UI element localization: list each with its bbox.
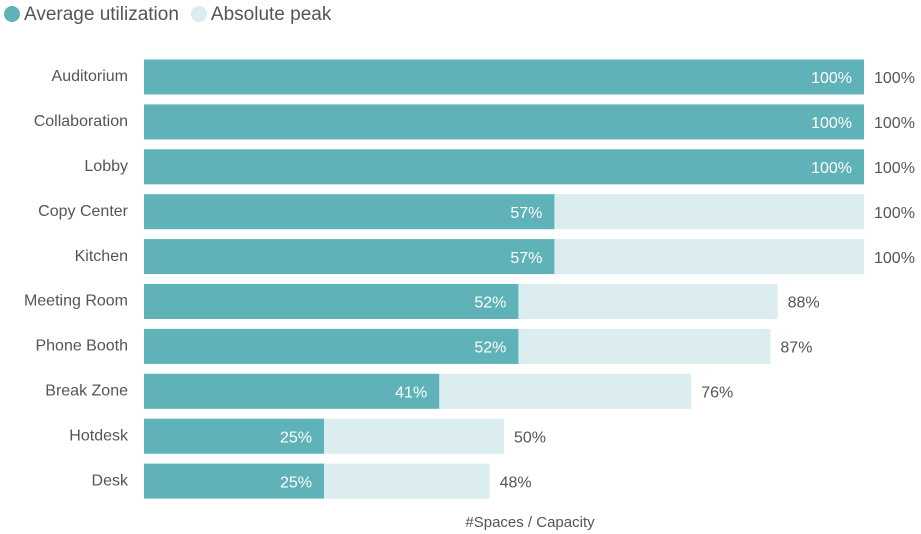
legend-swatch	[4, 6, 20, 22]
data-label: 100%	[811, 115, 852, 132]
data-label: 25%	[280, 429, 312, 446]
legend-label: Average utilization	[24, 4, 179, 25]
category-label: Phone Booth	[35, 338, 128, 355]
bar	[144, 194, 555, 230]
data-label: 88%	[788, 295, 820, 312]
bar	[144, 149, 864, 185]
data-label: 100%	[874, 205, 915, 222]
category-label: Lobby	[84, 158, 128, 175]
category-label: Meeting Room	[24, 293, 128, 310]
data-label: 57%	[510, 250, 542, 267]
category-label: Break Zone	[45, 383, 128, 400]
category-label: Hotdesk	[69, 427, 129, 444]
data-label: 57%	[510, 205, 542, 222]
data-label: 25%	[280, 474, 312, 491]
data-label: 41%	[395, 385, 427, 402]
data-label: 48%	[500, 474, 532, 491]
data-label: 100%	[874, 250, 915, 267]
data-label: 100%	[811, 160, 852, 177]
data-label: 76%	[701, 385, 733, 402]
category-label: Auditorium	[52, 68, 128, 85]
x-axis-label: #Spaces / Capacity	[465, 514, 595, 531]
bar	[144, 59, 864, 95]
legend-swatch	[190, 6, 207, 22]
bar	[144, 418, 324, 454]
data-label: 50%	[514, 429, 546, 446]
bar	[144, 373, 440, 409]
data-label: 100%	[874, 160, 915, 177]
bar	[144, 328, 519, 364]
data-label: 52%	[474, 340, 506, 357]
category-label: Desk	[92, 472, 129, 489]
bar	[144, 284, 519, 319]
category-label: Collaboration	[34, 113, 128, 130]
legend-label: Absolute peak	[211, 4, 332, 25]
data-label: 100%	[874, 70, 915, 87]
bar	[144, 463, 324, 499]
category-label: Copy Center	[38, 203, 128, 220]
bar	[144, 104, 864, 140]
data-label: 52%	[474, 295, 506, 312]
data-label: 100%	[874, 115, 915, 132]
category-label: Kitchen	[75, 248, 128, 265]
data-label: 100%	[811, 70, 852, 87]
data-label: 87%	[780, 340, 812, 357]
bar	[144, 239, 555, 275]
